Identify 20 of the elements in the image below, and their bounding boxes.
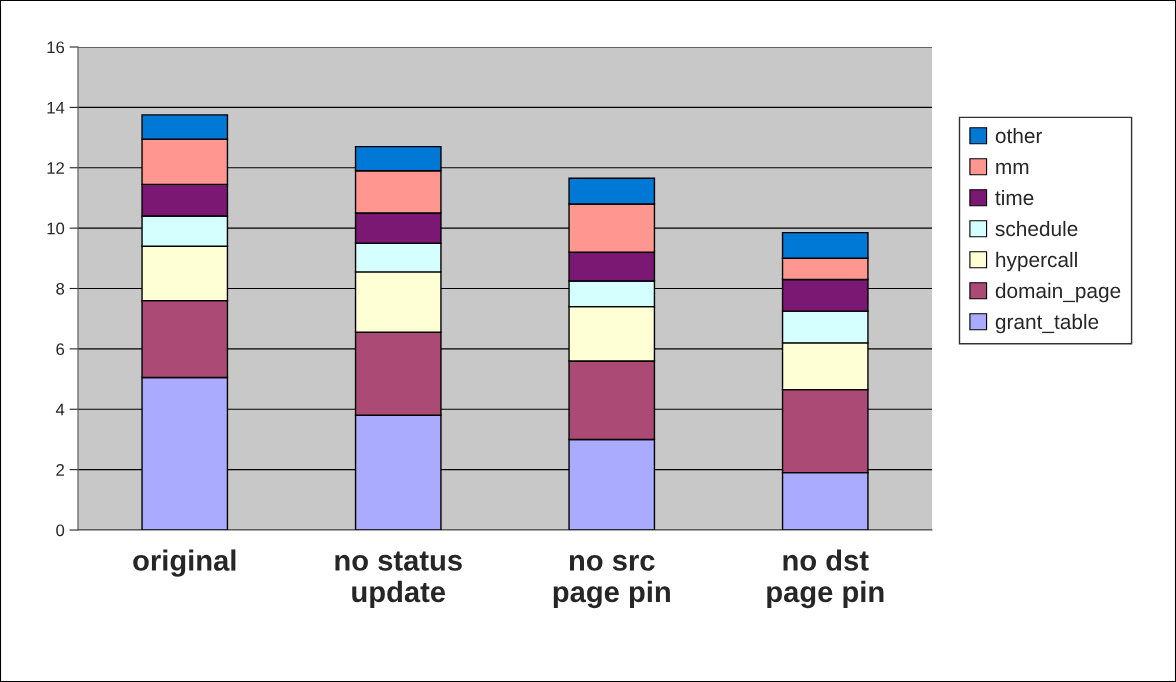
y-tick-label: 2 (56, 464, 64, 476)
legend-label: hypercall (996, 251, 1077, 272)
legend-label: mm (996, 162, 1029, 174)
x-tick-label: no dst page pin (767, 549, 884, 609)
x-tick-label: no status update (335, 551, 462, 609)
y-tick-label: 12 (47, 162, 64, 174)
y-tick-label: 16 (47, 41, 65, 54)
y-tick-label: 8 (56, 282, 65, 295)
y-tick-label: 4 (55, 403, 65, 416)
y-tick-label: 0 (56, 524, 65, 537)
y-tick-label: 14 (47, 101, 65, 114)
legend-label: time (995, 189, 1034, 206)
legend-label: schedule (995, 220, 1078, 237)
legend-label: grant_table (995, 313, 1099, 334)
legend-label: other (995, 127, 1043, 144)
y-tick-label: 6 (56, 343, 65, 356)
x-tick-label: original (133, 549, 236, 577)
y-tick-label: 10 (47, 222, 65, 235)
x-tick-label: no src page pin (553, 554, 670, 609)
legend-label: domain_page (995, 282, 1121, 303)
